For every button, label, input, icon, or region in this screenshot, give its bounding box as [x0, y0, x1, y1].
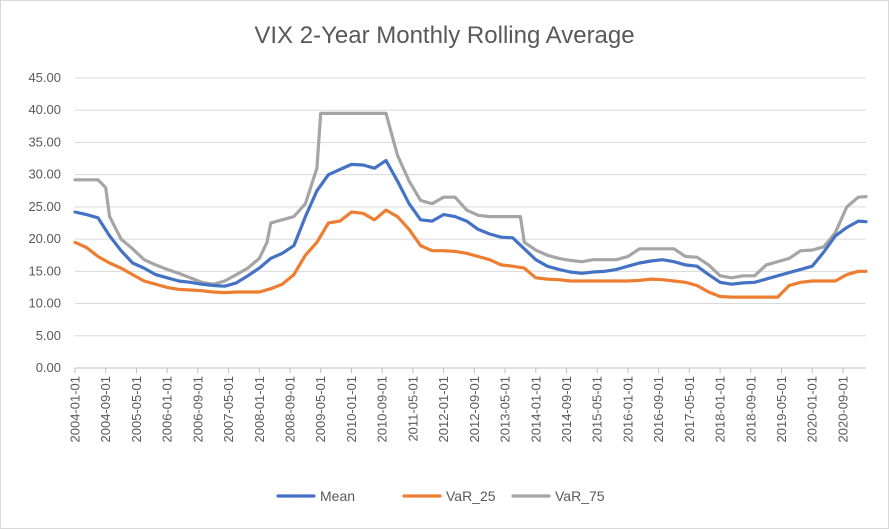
y-tick-label: 35.00 [28, 134, 61, 149]
x-tick-label: 2006-09-01 [190, 376, 205, 443]
x-tick-label: 2015-05-01 [590, 376, 605, 443]
x-tick-label: 2008-01-01 [252, 376, 267, 443]
series-line-var-25 [73, 208, 868, 299]
x-tick-label: 2012-01-01 [436, 376, 451, 443]
legend-label: VaR_75 [555, 488, 605, 504]
x-tick-label: 2016-09-01 [651, 376, 666, 443]
x-tick-label: 2010-09-01 [375, 376, 390, 443]
y-tick-label: 10.00 [28, 296, 61, 311]
series-line-var-75 [73, 111, 868, 286]
y-tick-label: 45.00 [28, 70, 61, 85]
x-tick-label: 2008-09-01 [283, 376, 298, 443]
x-tick-label: 2017-05-01 [682, 376, 697, 443]
x-tick-label: 2011-05-01 [405, 376, 420, 442]
x-tick-label: 2020-09-01 [835, 376, 850, 443]
y-tick-label: 15.00 [28, 263, 61, 278]
y-tick-label: 25.00 [28, 199, 61, 214]
x-tick-label: 2009-05-01 [313, 376, 328, 443]
x-tick-label: 2012-09-01 [467, 376, 482, 443]
x-tick-label: 2016-01-01 [620, 376, 635, 443]
y-tick-label: 20.00 [28, 231, 61, 246]
x-tick-label: 2010-01-01 [344, 376, 359, 443]
x-tick-label: 2018-09-01 [743, 376, 758, 443]
gridlines [75, 77, 866, 337]
y-axis-tick-labels: 0.00 5.00 10.00 15.00 20.00 25.00 30.00 35.00 40… [28, 70, 61, 375]
x-tick-label: 2020-01-01 [805, 376, 820, 443]
x-tick-label: 2006-01-01 [160, 376, 175, 443]
x-tick-label: 2007-05-01 [221, 376, 236, 443]
x-tick-label: 2005-05-01 [129, 376, 144, 443]
x-tick-label: 2004-01-01 [68, 376, 83, 443]
y-tick-label: 0.00 [36, 360, 61, 375]
chart-title: VIX 2-Year Monthly Rolling Average [254, 22, 635, 49]
x-tick-label: 2019-05-01 [774, 376, 789, 443]
legend: Mean VaR_25 VaR_75 [276, 488, 605, 504]
x-tick-label: 2004-09-01 [98, 376, 113, 443]
series-line-mean [73, 158, 868, 288]
series-lines [73, 111, 868, 299]
x-tick-label: 2018-01-01 [713, 376, 728, 443]
x-tick-label: 2014-01-01 [528, 376, 543, 443]
x-tick-label: 2013-05-01 [498, 376, 513, 443]
x-tick-label: 2014-09-01 [559, 376, 574, 443]
y-tick-label: 5.00 [36, 328, 61, 343]
legend-label: VaR_25 [446, 488, 496, 504]
y-tick-label: 30.00 [28, 167, 61, 182]
legend-label: Mean [320, 488, 355, 504]
x-axis: 2004-01-01 2004-09-01 2005-05-01 2006-01-01… [68, 367, 866, 443]
y-tick-label: 40.00 [28, 102, 61, 117]
